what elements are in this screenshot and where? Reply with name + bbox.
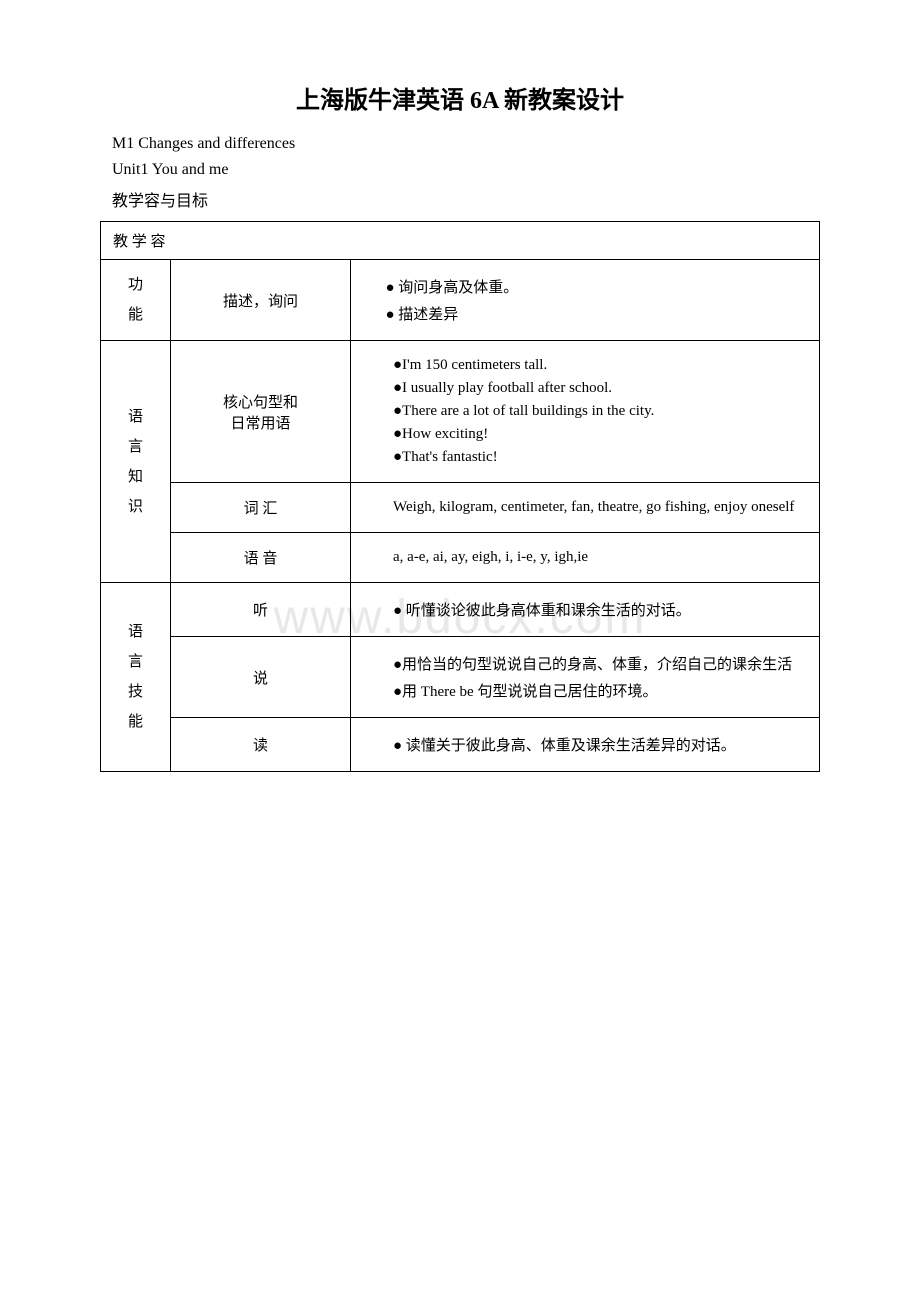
- char: 技: [109, 677, 162, 707]
- detail-item: ●用恰当的句型说说自己的身高、体重，介绍自己的课余生活: [363, 653, 807, 674]
- subtitle-unit: Unit1 You and me: [100, 161, 820, 179]
- table-row-function: 功 能 描述，询问 ● 询问身高及体重。 ● 描述差异: [101, 260, 820, 341]
- middle-vocabulary: 词 汇: [171, 483, 351, 533]
- document-content: 上海版牛津英语 6A 新教案设计 M1 Changes and differen…: [100, 80, 820, 772]
- detail-phonics: a, a-e, ai, ay, eigh, i, i-e, y, igh,ie: [351, 533, 820, 583]
- middle-sentence: 核心句型和 日常用语: [171, 341, 351, 483]
- lesson-plan-table: 教 学 容 功 能 描述，询问 ● 询问身高及体重。 ● 描述差异 语 言 知 …: [100, 221, 820, 772]
- table-row-listen: 语 言 技 能 听 ● 听懂谈论彼此身高体重和课余生活的对话。: [101, 583, 820, 637]
- middle-phonics: 语 音: [171, 533, 351, 583]
- detail-item: ● 读懂关于彼此身高、体重及课余生活差异的对话。: [363, 734, 807, 755]
- detail-vocabulary: Weigh, kilogram, centimeter, fan, theatr…: [351, 483, 820, 533]
- detail-listen: ● 听懂谈论彼此身高体重和课余生活的对话。: [351, 583, 820, 637]
- detail-function: ● 询问身高及体重。 ● 描述差异: [351, 260, 820, 341]
- table-header-row: 教 学 容: [101, 222, 820, 260]
- char: 识: [109, 492, 162, 522]
- char: 知: [109, 462, 162, 492]
- detail-item: a, a-e, ai, ay, eigh, i, i-e, y, igh,ie: [363, 549, 807, 566]
- middle-line: 核心句型和: [179, 391, 342, 412]
- detail-speak: ●用恰当的句型说说自己的身高、体重，介绍自己的课余生活 ●用 There be …: [351, 637, 820, 718]
- detail-item: ● 描述差异: [363, 303, 807, 324]
- detail-item: ● 询问身高及体重。: [363, 276, 807, 297]
- detail-item: ●That's fantastic!: [363, 449, 807, 466]
- detail-item: ●How exciting!: [363, 426, 807, 443]
- table-row-phonics: 语 音 a, a-e, ai, ay, eigh, i, i-e, y, igh…: [101, 533, 820, 583]
- detail-item: ●I'm 150 centimeters tall.: [363, 357, 807, 374]
- char: 能: [109, 707, 162, 737]
- subtitle-section: 教学容与目标: [100, 187, 820, 211]
- char: 言: [109, 647, 162, 677]
- table-row-read: 读 ● 读懂关于彼此身高、体重及课余生活差异的对话。: [101, 718, 820, 772]
- table-header-cell: 教 学 容: [101, 222, 820, 260]
- char: 言: [109, 432, 162, 462]
- table-row-speak: 说 ●用恰当的句型说说自己的身高、体重，介绍自己的课余生活 ●用 There b…: [101, 637, 820, 718]
- subtitle-module: M1 Changes and differences: [100, 135, 820, 153]
- detail-item: ●There are a lot of tall buildings in th…: [363, 403, 807, 420]
- table-row-vocabulary: 词 汇 Weigh, kilogram, centimeter, fan, th…: [101, 483, 820, 533]
- label-function: 功 能: [101, 260, 171, 341]
- detail-item: ●用 There be 句型说说自己居住的环境。: [363, 680, 807, 701]
- detail-item: Weigh, kilogram, centimeter, fan, theatr…: [363, 499, 807, 516]
- char: 功: [109, 270, 162, 300]
- middle-speak: 说: [171, 637, 351, 718]
- label-language-skills: 语 言 技 能: [101, 583, 171, 772]
- middle-line: 日常用语: [179, 412, 342, 433]
- detail-read: ● 读懂关于彼此身高、体重及课余生活差异的对话。: [351, 718, 820, 772]
- char: 语: [109, 402, 162, 432]
- label-language-knowledge: 语 言 知 识: [101, 341, 171, 583]
- char: 语: [109, 617, 162, 647]
- detail-sentence: ●I'm 150 centimeters tall. ●I usually pl…: [351, 341, 820, 483]
- table-row-sentence: 语 言 知 识 核心句型和 日常用语 ●I'm 150 centimeters …: [101, 341, 820, 483]
- middle-read: 读: [171, 718, 351, 772]
- middle-function: 描述，询问: [171, 260, 351, 341]
- page-title: 上海版牛津英语 6A 新教案设计: [100, 80, 820, 115]
- detail-item: ●I usually play football after school.: [363, 380, 807, 397]
- detail-item: ● 听懂谈论彼此身高体重和课余生活的对话。: [363, 599, 807, 620]
- char: 能: [109, 300, 162, 330]
- middle-listen: 听: [171, 583, 351, 637]
